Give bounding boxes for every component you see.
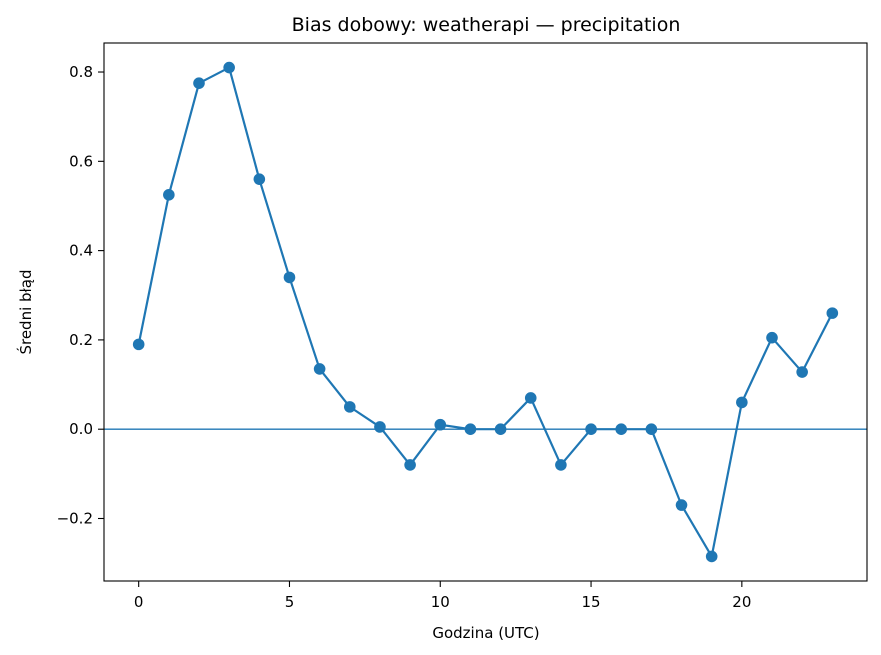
y-tick-label: −0.2 [57, 509, 93, 527]
x-tick-label: 5 [285, 593, 295, 611]
y-tick-label: 0.6 [69, 152, 93, 170]
x-tick-label: 15 [582, 593, 601, 611]
data-point [585, 423, 597, 435]
data-point [434, 418, 447, 431]
y-tick-label: 0.8 [69, 63, 93, 81]
data-point [404, 459, 416, 471]
data-point [253, 173, 266, 185]
y-tick-label: 0.2 [69, 331, 93, 349]
y-axis-label: Średni błąd [16, 269, 35, 354]
y-tick-label: 0.4 [69, 242, 93, 260]
data-point [193, 77, 205, 89]
x-axis-label: Godzina (UTC) [432, 624, 539, 642]
data-point [766, 331, 778, 344]
data-point [705, 550, 718, 563]
plot-area: 0 5 10 15 20 −0.2 0.0 0.2 0.4 0.6 0.8 [57, 42, 868, 611]
data-point [555, 459, 567, 471]
data-point [736, 396, 748, 409]
data-point [645, 423, 658, 435]
data-point [464, 423, 477, 435]
data-point [313, 363, 326, 375]
data-point [524, 392, 537, 404]
data-point [826, 307, 839, 319]
x-tick-label: 10 [431, 593, 450, 611]
data-point [675, 499, 688, 511]
data-point [163, 189, 175, 201]
series-line [137, 66, 834, 558]
data-point [223, 61, 235, 74]
y-tick-label: 0.0 [69, 420, 93, 438]
x-tick-label: 0 [134, 593, 144, 611]
plot-frame [103, 42, 868, 582]
data-point [615, 423, 628, 435]
data-point [796, 366, 808, 378]
x-tick-label: 20 [732, 593, 751, 611]
data-point [343, 401, 356, 413]
data-point [494, 423, 507, 435]
data-point [132, 338, 145, 351]
data-point [374, 421, 386, 433]
data-point [283, 271, 296, 284]
chart-title: Bias dobowy: weatherapi — precipitation [292, 14, 681, 36]
